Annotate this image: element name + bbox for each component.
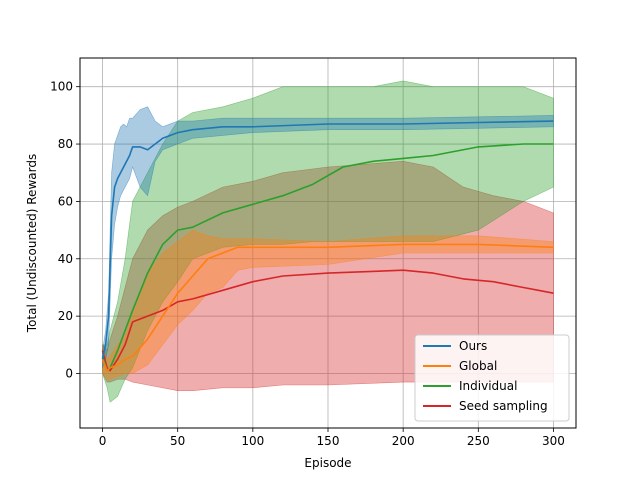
legend-label-seed-sampling: Seed sampling — [459, 399, 548, 413]
line-ours — [101, 120, 554, 360]
legend: Ours Global Individual Seed sampling — [414, 334, 570, 422]
y-axis-label: Total (Undiscounted) Rewards — [25, 154, 39, 333]
line-seed-sampling — [101, 269, 554, 372]
x-tick-label: 50 — [170, 434, 185, 448]
x-tick-label: 250 — [467, 434, 490, 448]
y-tick-label: 100 — [50, 80, 73, 94]
y-tick-label: 80 — [58, 137, 73, 151]
series-lines — [101, 120, 554, 372]
confidence-bands — [102, 80, 554, 403]
x-axis-label: Episode — [304, 456, 351, 470]
legend-label-ours: Ours — [459, 339, 487, 353]
line-global — [101, 243, 554, 372]
y-tick-label: 20 — [58, 309, 73, 323]
legend-label-individual: Individual — [459, 379, 517, 393]
x-tick-label: 200 — [392, 434, 415, 448]
x-tick-label: 300 — [542, 434, 565, 448]
legend-box — [414, 334, 570, 422]
axis-ticks: 0 50 100 150 200 250 300 0 20 40 60 80 100 — [50, 80, 565, 448]
band-ours — [102, 106, 554, 368]
x-tick-label: 0 — [99, 434, 107, 448]
x-tick-label: 150 — [317, 434, 340, 448]
x-tick-label: 100 — [241, 434, 264, 448]
y-tick-label: 40 — [58, 252, 73, 266]
y-tick-label: 0 — [65, 367, 73, 381]
y-tick-label: 60 — [58, 194, 73, 208]
line-individual — [101, 143, 554, 372]
legend-label-global: Global — [459, 359, 497, 373]
